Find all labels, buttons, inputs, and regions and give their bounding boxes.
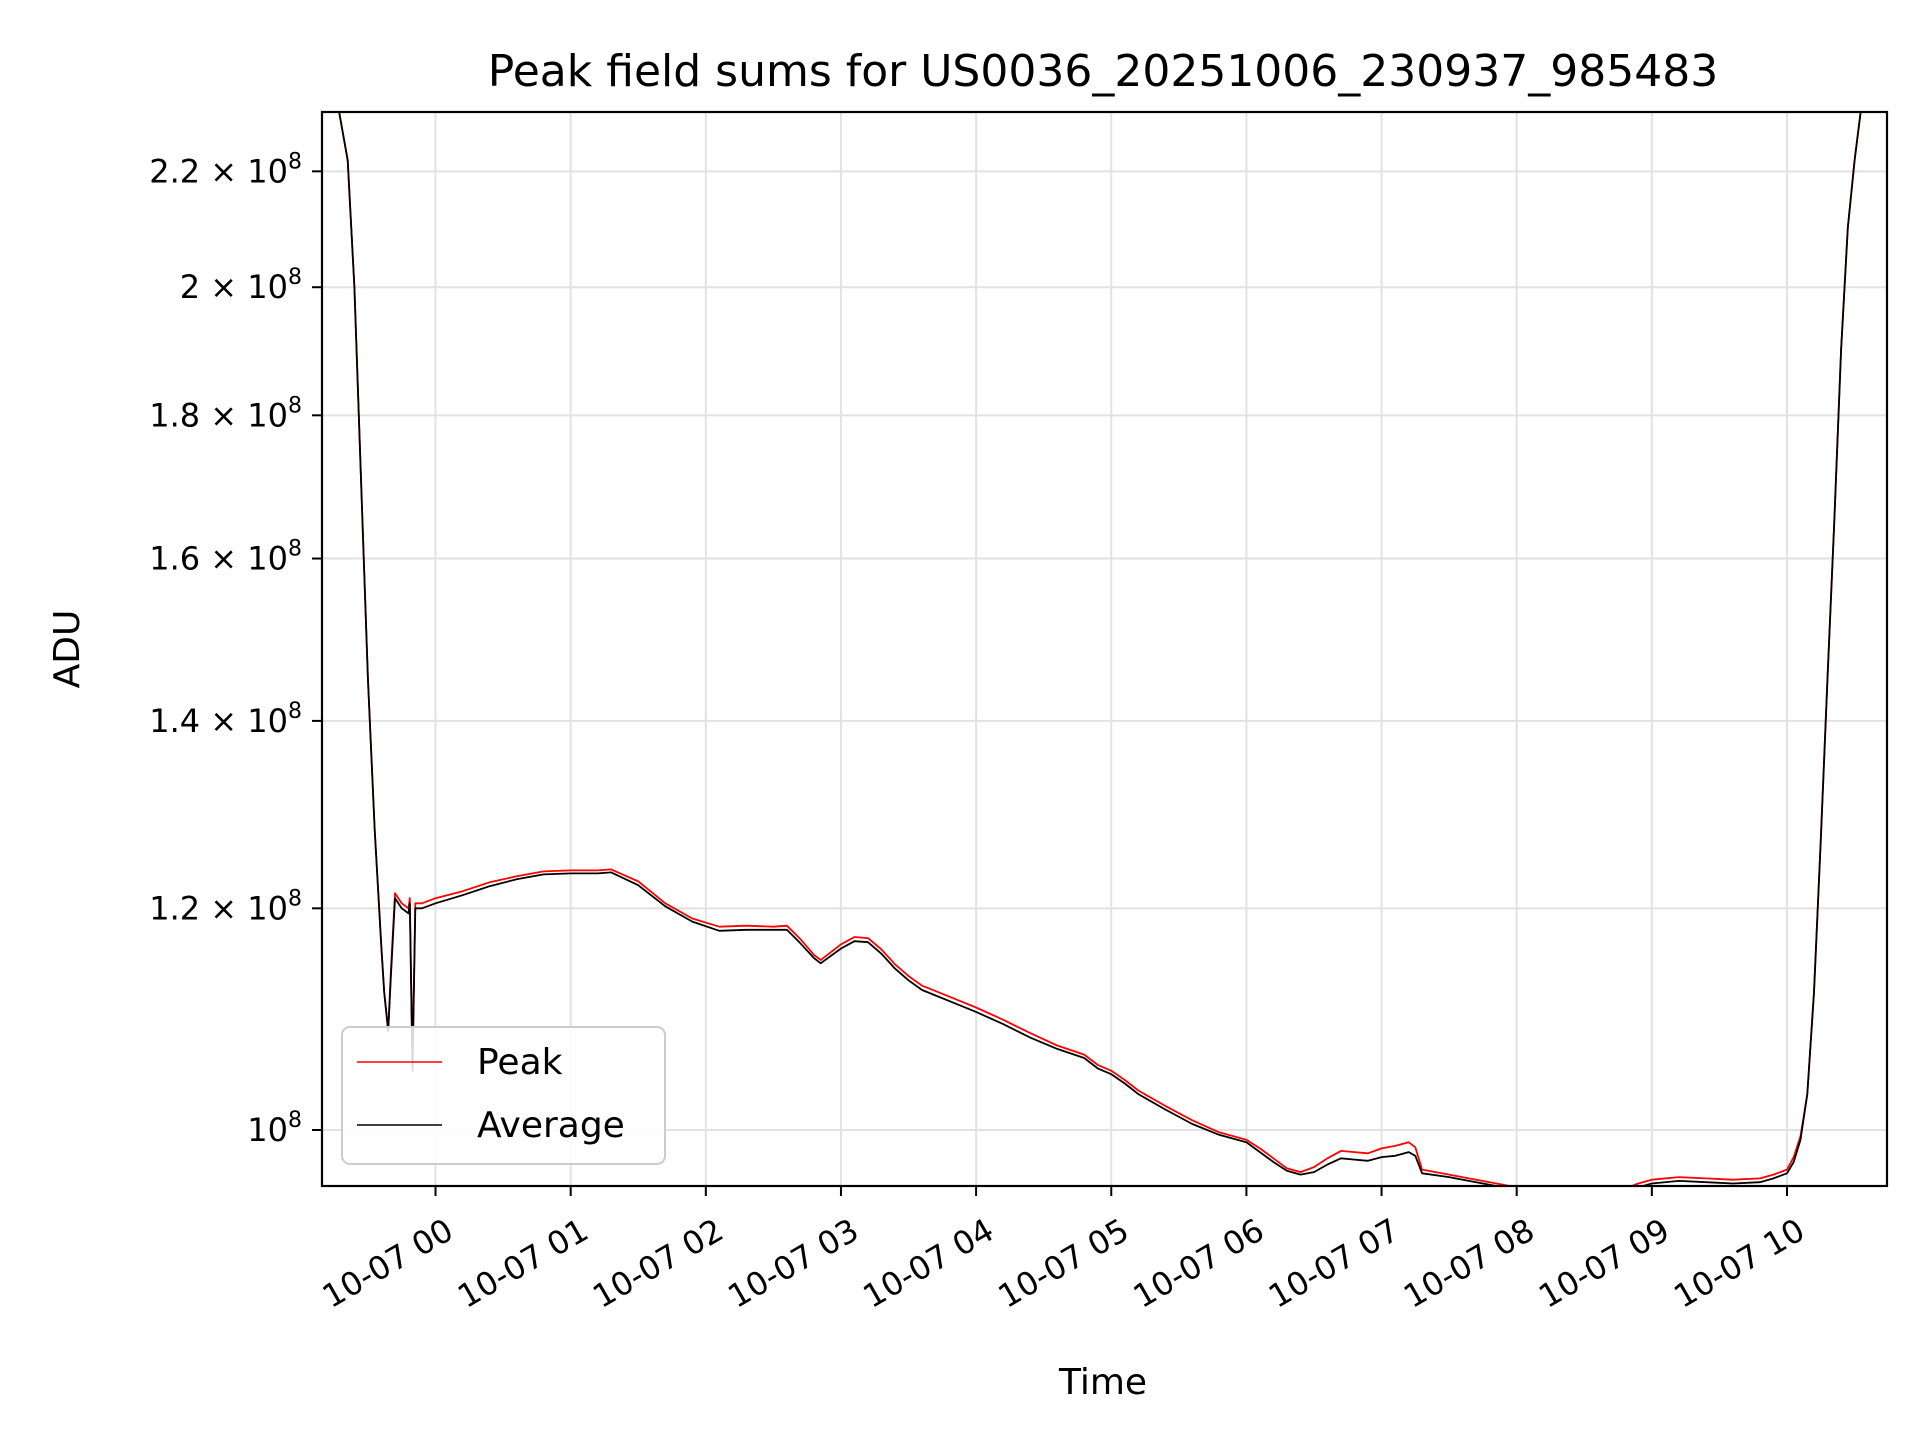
legend-label-peak: Peak bbox=[477, 1042, 563, 1083]
x-axis-label: Time bbox=[1058, 1362, 1147, 1403]
y-tick-label: 2.2 × 108 bbox=[149, 149, 302, 190]
chart-title: Peak field sums for US0036_20251006_2309… bbox=[488, 46, 1718, 97]
series-layer bbox=[338, 112, 1862, 1186]
series-line-peak bbox=[338, 112, 1862, 1186]
series-line-average bbox=[338, 112, 1862, 1186]
y-tick-label: 2 × 108 bbox=[180, 265, 302, 306]
legend: Peak Average bbox=[341, 1026, 666, 1165]
legend-label-average: Average bbox=[477, 1105, 625, 1146]
y-tick-label: 108 bbox=[247, 1108, 302, 1149]
y-tick-label: 1.4 × 108 bbox=[149, 699, 302, 740]
y-axis: 108 1.2 × 108 1.4 × 108 1.6 × 108 1.8 × 108 2… bbox=[149, 149, 322, 1149]
y-axis-label: ADU bbox=[47, 610, 88, 689]
y-tick-label: 1.2 × 108 bbox=[149, 886, 302, 927]
y-tick-label: 1.6 × 108 bbox=[149, 537, 302, 578]
y-tick-label: 1.8 × 108 bbox=[149, 393, 302, 434]
grid-layer bbox=[322, 112, 1887, 1186]
plot-frame bbox=[320, 110, 1889, 1188]
